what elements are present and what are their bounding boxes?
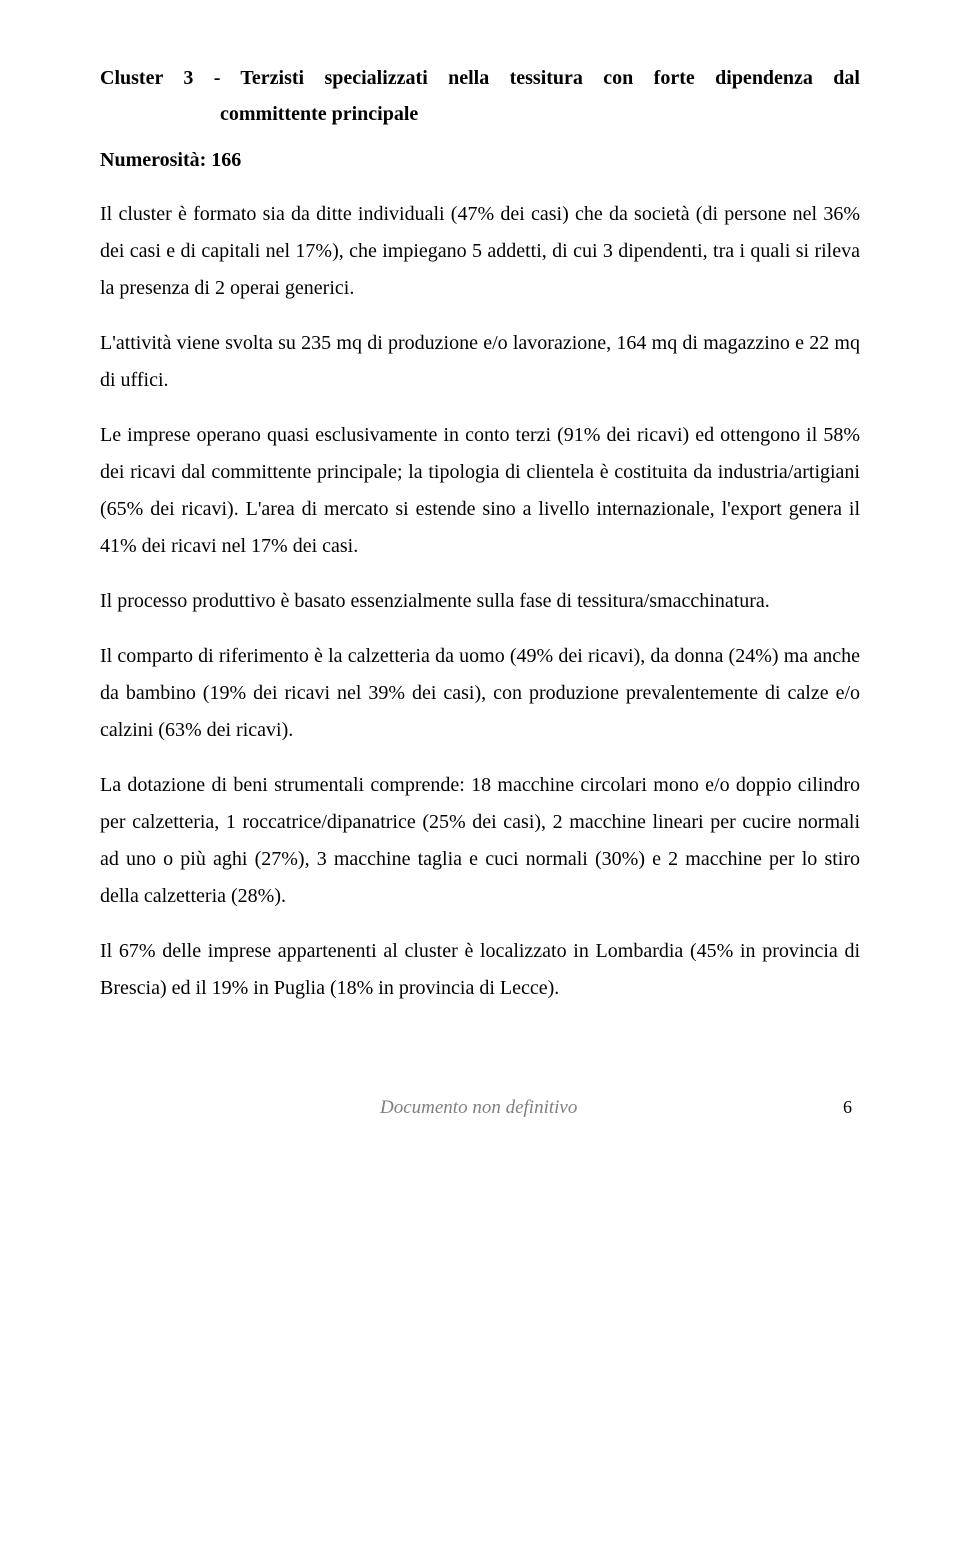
paragraph-5: Il comparto di riferimento è la calzette…	[100, 638, 860, 749]
cluster-heading-line1: Cluster 3 - Terzisti specializzati nella…	[100, 60, 860, 96]
paragraph-3: Le imprese operano quasi esclusivamente …	[100, 417, 860, 565]
footer-page-number: 6	[843, 1097, 852, 1118]
paragraph-1: Il cluster è formato sia da ditte indivi…	[100, 196, 860, 307]
paragraph-7: Il 67% delle imprese appartenenti al clu…	[100, 933, 860, 1007]
footer-status-text: Documento non definitivo	[380, 1097, 577, 1119]
paragraph-2: L'attività viene svolta su 235 mq di pro…	[100, 325, 860, 399]
numerosity-subheading: Numerosità: 166	[100, 142, 860, 178]
page-footer: Documento non definitivo 6	[100, 1097, 860, 1119]
cluster-heading-line2: committente principale	[100, 96, 860, 132]
paragraph-6: La dotazione di beni strumentali compren…	[100, 767, 860, 915]
paragraph-4: Il processo produttivo è basato essenzia…	[100, 583, 860, 620]
